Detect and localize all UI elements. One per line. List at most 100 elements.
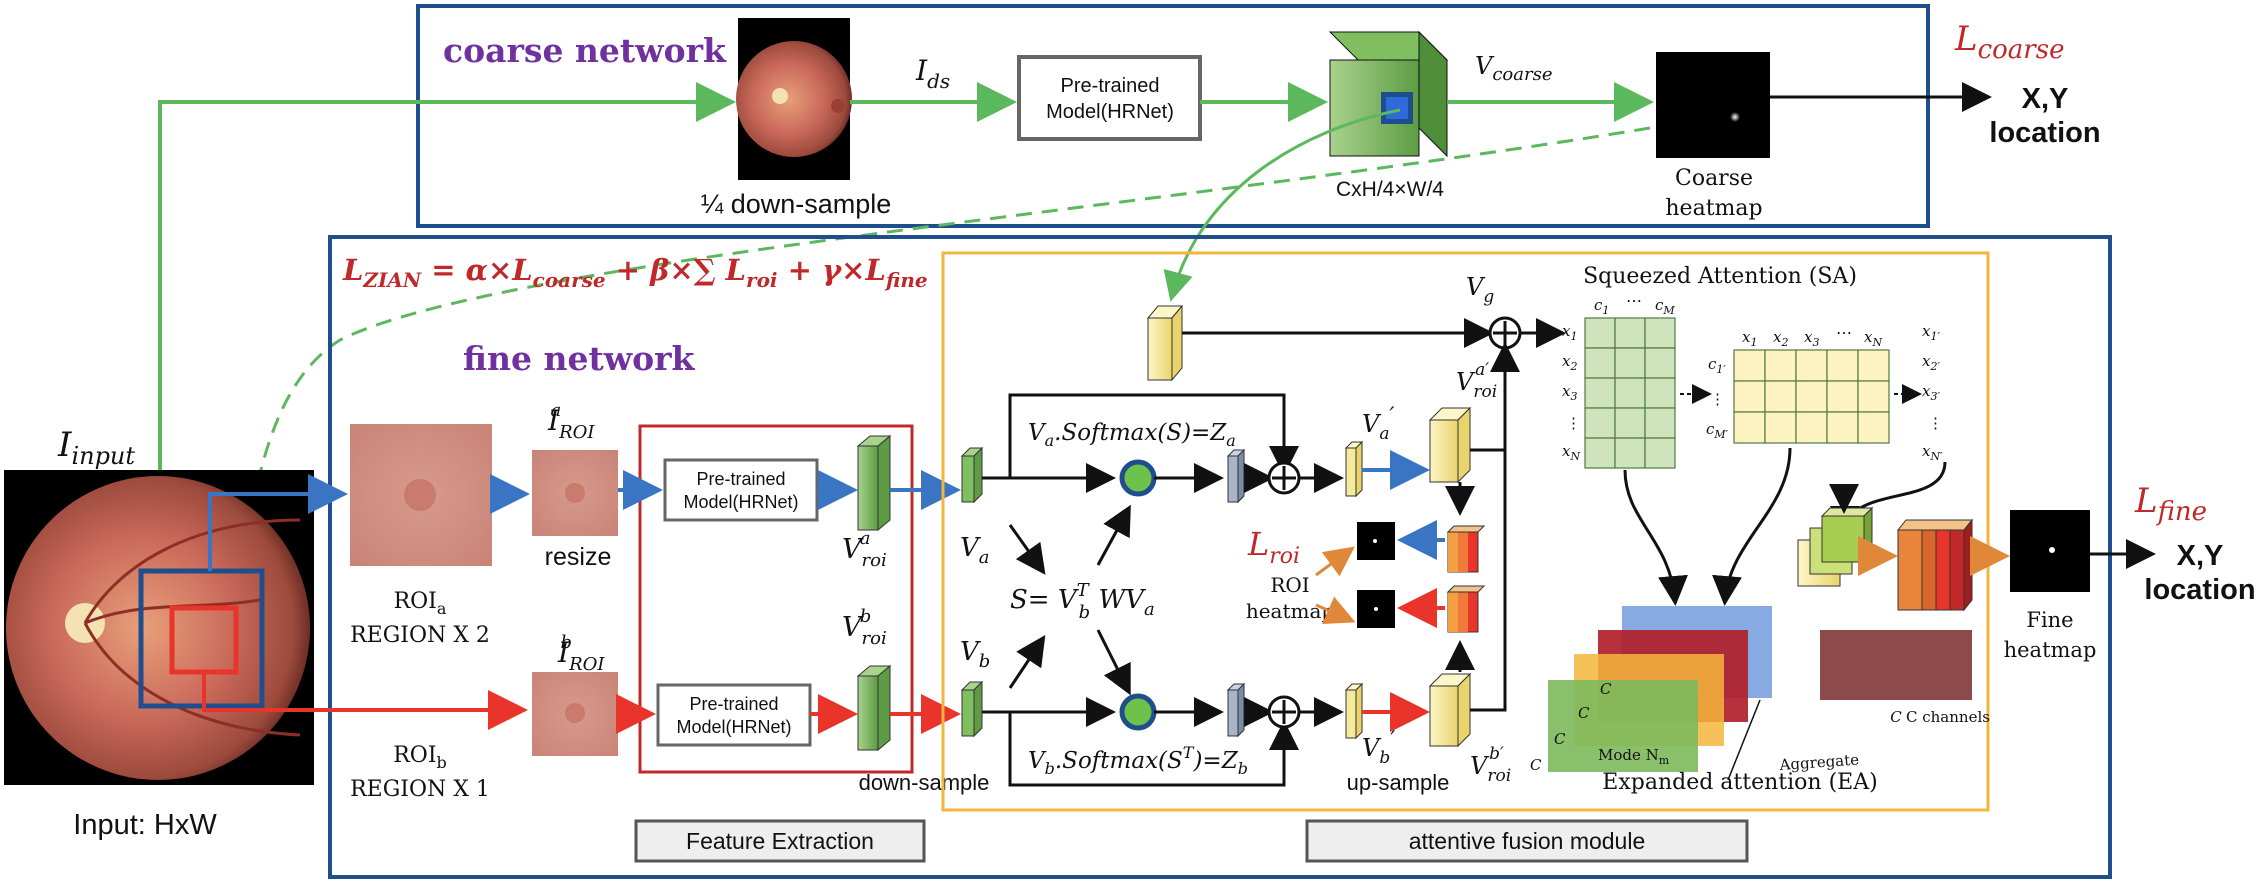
- za-formula: Va.Softmax(S)=Za: [1028, 420, 1236, 450]
- decoder-orange-blocks: [1896, 518, 1974, 612]
- vb-label: Vb: [960, 637, 990, 672]
- svg-text:⋯: ⋯: [1836, 323, 1852, 342]
- input-label: Iinput: [57, 425, 135, 470]
- svg-text:x3: x3: [1562, 382, 1577, 403]
- grid-cell: [1584, 377, 1616, 409]
- fine-pretrained-a-box: [663, 458, 819, 522]
- vroi-b-prime-block: [1428, 672, 1472, 748]
- zian-loss-formula: LZIAN = α×Lcoarse + β×∑ Lroi + γ×Lfine: [342, 253, 928, 292]
- svg-text:x3′: x3′: [1922, 382, 1940, 403]
- grid-cell: [1795, 349, 1828, 382]
- attentive-fusion-tag: [1305, 819, 1749, 863]
- grid-cell: [1644, 437, 1676, 469]
- grid-cell: [1614, 317, 1646, 349]
- grid-cell: [1733, 380, 1766, 413]
- vroi-a-label: Vroia: [842, 528, 887, 571]
- za-block: [1226, 448, 1246, 504]
- vroi-b-prime-label: Vroib′: [1470, 744, 1511, 786]
- grid-cell: [1733, 411, 1766, 444]
- fine-output-label: X,Y location: [2144, 540, 2255, 606]
- fine-network-frame: [328, 235, 2112, 879]
- downsample-label: down-sample: [859, 770, 990, 795]
- feature-extraction-frame: [638, 424, 914, 774]
- fine-heatmap-caption: Fine heatmap: [2004, 608, 2097, 662]
- coarse-heatmap-caption: Coarse heatmap: [1665, 166, 1762, 221]
- coarse-feature-cube: [1328, 30, 1449, 158]
- vb-prime-block: [1344, 682, 1364, 740]
- loss-fine-label: Lfine: [2134, 481, 2207, 527]
- grid-cell: [1733, 349, 1766, 382]
- svg-text:x3: x3: [1804, 328, 1819, 349]
- svg-text:⋯: ⋯: [1626, 291, 1642, 310]
- svg-text:xN′: xN′: [1922, 442, 1943, 463]
- add-node-a: [1267, 461, 1301, 495]
- svg-text:attentive fusion module: attentive fusion module: [1409, 828, 1646, 854]
- input-caption: Input: HxW: [73, 809, 217, 841]
- iroi-a-label: IROIa: [547, 400, 595, 443]
- vcoarse-label: Vcoarse: [1475, 52, 1553, 85]
- svg-text:x2′: x2′: [1922, 352, 1940, 373]
- grid-cell: [1857, 380, 1890, 413]
- s-equation: S= VT b WVa: [1010, 580, 1155, 623]
- vg-label: Vg: [1466, 273, 1494, 307]
- svg-text:C: C: [1578, 704, 1590, 722]
- sa-grid-2: [1733, 349, 1890, 444]
- svg-text:xN: xN: [1864, 328, 1882, 349]
- ea-aggregate-label: Aggregate: [1778, 750, 1860, 774]
- grid-cell: [1795, 380, 1828, 413]
- sa-title: Squeezed Attention (SA): [1583, 264, 1857, 289]
- attention-node-a: [1119, 459, 1157, 497]
- vroi-b-label: Vroib: [842, 606, 887, 649]
- input-to-roi-a-arrow: [208, 474, 348, 571]
- grid-cell: [1614, 377, 1646, 409]
- va-prime-label: Va′: [1362, 404, 1394, 444]
- svg-text:cM′: cM′: [1706, 420, 1729, 441]
- svg-text:C: C: [1530, 756, 1542, 774]
- loss-coarse-label: Lcoarse: [1954, 19, 2064, 65]
- fine-network-label: fine network: [463, 339, 696, 378]
- vroi-a-prime-label: Vroia′: [1456, 360, 1497, 402]
- coarse-pretrained-text: Pre-trained Model(HRNet): [1046, 75, 1174, 123]
- grid-cell: [1614, 437, 1646, 469]
- coarse-heatmap-image: [1656, 52, 1770, 158]
- add-node-g: [1488, 316, 1522, 350]
- sa-grid-1: [1584, 317, 1676, 469]
- ea-output-channels: [1820, 630, 1972, 700]
- coarse-pretrained-box: [1017, 55, 1202, 141]
- attentive-fusion-frame: [941, 251, 1990, 812]
- input-fundus-image: [4, 470, 314, 785]
- grid-cell: [1644, 407, 1676, 439]
- upsample-label: up-sample: [1347, 770, 1450, 795]
- coarse-downsample-caption: ¼ down-sample: [701, 189, 892, 219]
- add-node-b: [1267, 695, 1301, 729]
- svg-text:x1: x1: [1742, 328, 1757, 349]
- iroi-b-label: IROIb: [557, 632, 605, 675]
- svg-text:C: C: [1554, 730, 1566, 748]
- svg-text:x2: x2: [1773, 328, 1788, 349]
- va-block: [960, 446, 984, 504]
- zb-block: [1226, 682, 1246, 738]
- coarse-ids-label: Ids: [915, 54, 950, 93]
- svg-text:C: C: [1890, 708, 1902, 726]
- ea-mode-label: Mode Nm: [1598, 746, 1670, 767]
- coarse-network-label: coarse network: [443, 31, 727, 70]
- grid-cell: [1614, 347, 1646, 379]
- zb-formula: Vb.Softmax(ST)=Zb: [1028, 743, 1248, 778]
- ea-title: Expanded attention (EA): [1602, 770, 1877, 795]
- grid-cell: [1764, 411, 1797, 444]
- svg-text:c1′: c1′: [1708, 355, 1726, 376]
- grid-cell: [1644, 317, 1676, 349]
- vroi-b-block: [856, 664, 892, 752]
- grid-cell: [1857, 411, 1890, 444]
- vg-block: [1146, 304, 1184, 382]
- vb-prime-label: Vb′: [1362, 728, 1395, 768]
- roi-b-caption: ROIb REGION X 1: [350, 743, 490, 802]
- decoder-yellow-blocks: [1797, 506, 1874, 587]
- grid-cell: [1584, 437, 1616, 469]
- svg-text:⋮: ⋮: [1928, 414, 1943, 432]
- lroi-label: Lroi: [1247, 525, 1300, 569]
- roi-b-output-block: [1446, 585, 1486, 633]
- grid-cell: [1614, 407, 1646, 439]
